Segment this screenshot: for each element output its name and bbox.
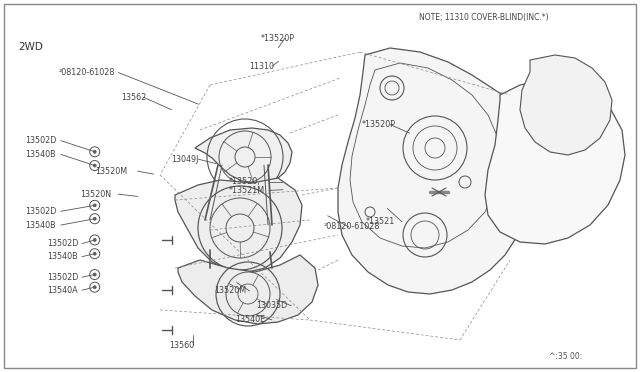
Circle shape <box>93 150 96 153</box>
Text: 13502D: 13502D <box>26 207 57 216</box>
Text: 13035D: 13035D <box>256 301 287 310</box>
Text: *13521: *13521 <box>366 217 396 226</box>
Circle shape <box>93 204 96 207</box>
Text: *13520,: *13520, <box>229 177 260 186</box>
Text: 13540B: 13540B <box>26 221 56 230</box>
Text: 13562: 13562 <box>122 93 147 102</box>
Text: 13540A: 13540A <box>47 286 77 295</box>
Text: *13520P: *13520P <box>362 120 396 129</box>
Polygon shape <box>195 128 292 183</box>
Text: 13502D: 13502D <box>26 136 57 145</box>
Polygon shape <box>338 48 538 294</box>
Text: 13540B: 13540B <box>47 252 77 261</box>
Circle shape <box>93 286 96 289</box>
Text: 13540B: 13540B <box>26 150 56 159</box>
Circle shape <box>93 217 96 220</box>
Polygon shape <box>178 255 318 324</box>
Text: NOTE; 11310 COVER-BLIND(INC.*): NOTE; 11310 COVER-BLIND(INC.*) <box>419 13 549 22</box>
Text: 11310: 11310 <box>250 62 275 71</box>
Polygon shape <box>485 80 625 244</box>
Circle shape <box>93 164 96 167</box>
Polygon shape <box>175 178 302 272</box>
Text: 13502D: 13502D <box>47 239 78 248</box>
Text: 13502D: 13502D <box>47 273 78 282</box>
Text: 13520N: 13520N <box>80 190 111 199</box>
Text: 13560: 13560 <box>170 341 195 350</box>
Text: 13540E: 13540E <box>236 315 266 324</box>
Text: ²08120-61028: ²08120-61028 <box>59 68 115 77</box>
Text: *13521M: *13521M <box>229 186 265 195</box>
Text: 13520M: 13520M <box>95 167 127 176</box>
Text: 2WD: 2WD <box>18 42 43 51</box>
Circle shape <box>93 273 96 276</box>
Text: 13520M: 13520M <box>214 286 246 295</box>
Text: ²08120-61028: ²08120-61028 <box>323 222 380 231</box>
Polygon shape <box>520 55 612 155</box>
Circle shape <box>93 252 96 255</box>
Text: ^:35 00:: ^:35 00: <box>549 352 582 361</box>
Text: 13049J: 13049J <box>172 155 199 164</box>
Text: *13520P: *13520P <box>261 34 295 43</box>
Circle shape <box>93 238 96 241</box>
